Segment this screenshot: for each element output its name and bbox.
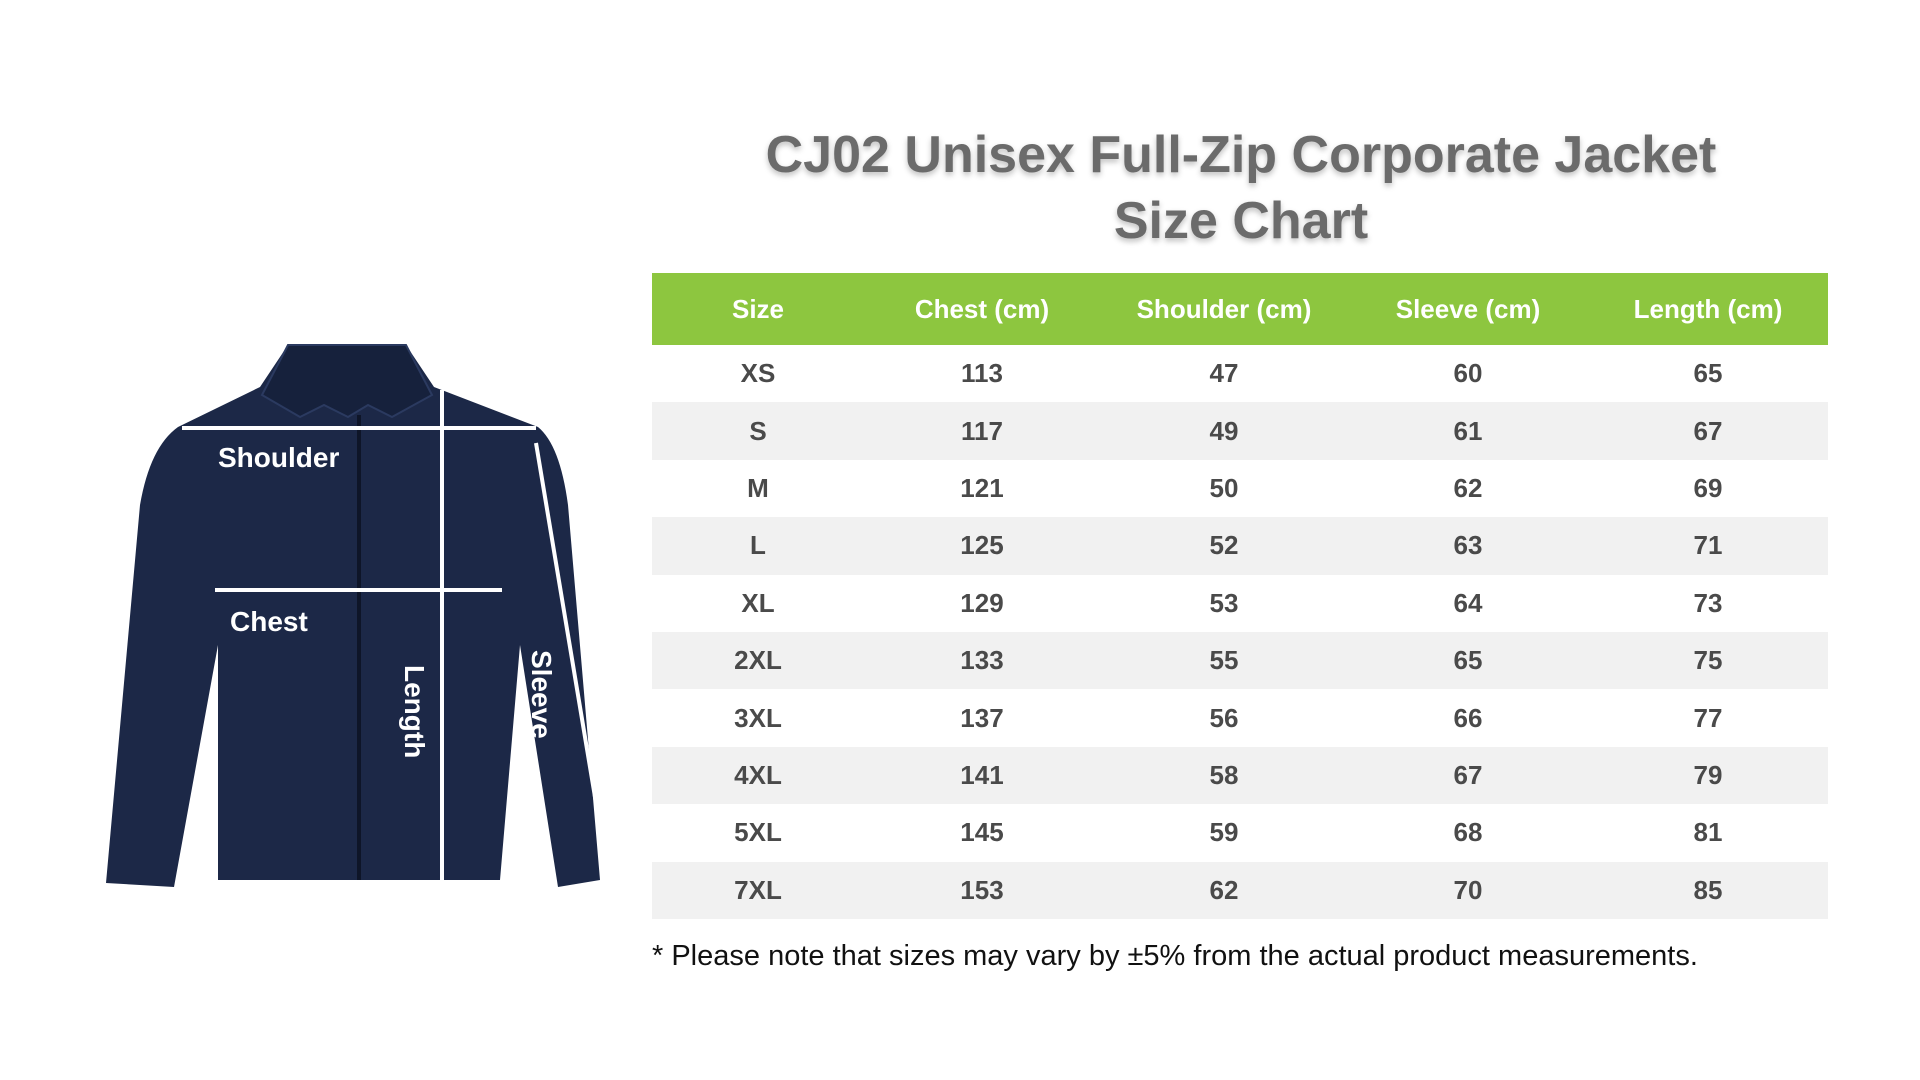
column-header-chest: Chest (cm)	[864, 273, 1100, 345]
measurement-note: * Please note that sizes may vary by ±5%…	[652, 940, 1698, 972]
shoulder-cell: 52	[1100, 517, 1348, 575]
size-cell: L	[652, 517, 864, 575]
shoulder-cell: 50	[1100, 459, 1348, 518]
shoulder-cell: 62	[1100, 861, 1348, 919]
table-row: XL 129 53 64 73	[652, 574, 1828, 632]
shoulder-cell: 58	[1100, 746, 1348, 805]
length-cell: 71	[1588, 517, 1828, 575]
table-row: XS 113 47 60 65	[652, 345, 1828, 403]
column-header-shoulder: Shoulder (cm)	[1100, 273, 1348, 345]
shoulder-cell: 53	[1100, 574, 1348, 632]
sleeve-measure-line	[534, 442, 610, 876]
chest-cell: 137	[864, 689, 1100, 747]
length-cell: 65	[1588, 345, 1828, 403]
size-cell: 2XL	[652, 631, 864, 690]
length-cell: 81	[1588, 804, 1828, 862]
length-cell: 85	[1588, 861, 1828, 919]
jacket-measurement-diagram: Shoulder Chest Length Sleeve	[100, 335, 620, 895]
table-row: 5XL 145 59 68 81	[652, 804, 1828, 862]
jacket-icon	[106, 345, 600, 887]
size-cell: M	[652, 459, 864, 518]
title-line-1: CJ02 Unisex Full-Zip Corporate Jacket	[765, 126, 1717, 184]
sleeve-cell: 68	[1348, 804, 1588, 862]
length-cell: 75	[1588, 631, 1828, 690]
length-label: Length	[399, 665, 430, 758]
shoulder-cell: 47	[1100, 345, 1348, 403]
table-row: L 125 52 63 71	[652, 517, 1828, 575]
sleeve-cell: 62	[1348, 459, 1588, 518]
length-cell: 69	[1588, 459, 1828, 518]
length-cell: 77	[1588, 689, 1828, 747]
sleeve-cell: 63	[1348, 517, 1588, 575]
table-row: 2XL 133 55 65 75	[652, 631, 1828, 690]
collar-icon	[260, 344, 434, 419]
page-title: CJ02 Unisex Full-Zip Corporate Jacket Si…	[650, 122, 1832, 254]
size-cell: XL	[652, 574, 864, 632]
shoulder-label: Shoulder	[218, 442, 339, 473]
shoulder-cell: 49	[1100, 402, 1348, 460]
table-row: 3XL 137 56 66 77	[652, 689, 1828, 747]
chest-cell: 113	[864, 345, 1100, 403]
shoulder-cell: 56	[1100, 689, 1348, 747]
shoulder-cell: 59	[1100, 804, 1348, 862]
length-cell: 73	[1588, 574, 1828, 632]
size-cell: 5XL	[652, 804, 864, 862]
table-row: 7XL 153 62 70 85	[652, 861, 1828, 919]
sleeve-cell: 70	[1348, 861, 1588, 919]
sleeve-label: Sleeve	[526, 650, 557, 739]
column-header-sleeve: Sleeve (cm)	[1348, 273, 1588, 345]
chest-cell: 121	[864, 459, 1100, 518]
table-header-row: Size Chest (cm) Shoulder (cm) Sleeve (cm…	[652, 273, 1828, 345]
length-cell: 67	[1588, 402, 1828, 460]
size-cell: XS	[652, 345, 864, 403]
size-cell: 4XL	[652, 746, 864, 805]
table-row: S 117 49 61 67	[652, 402, 1828, 460]
title-line-2: Size Chart	[1113, 192, 1369, 250]
chest-cell: 145	[864, 804, 1100, 862]
table-row: M 121 50 62 69	[652, 459, 1828, 518]
sleeve-cell: 65	[1348, 631, 1588, 690]
size-chart-table: Size Chest (cm) Shoulder (cm) Sleeve (cm…	[652, 273, 1828, 919]
size-cell: 7XL	[652, 861, 864, 919]
sleeve-cell: 66	[1348, 689, 1588, 747]
shoulder-cell: 55	[1100, 631, 1348, 690]
chest-cell: 117	[864, 402, 1100, 460]
chest-cell: 133	[864, 631, 1100, 690]
table-row: 4XL 141 58 67 79	[652, 746, 1828, 805]
sleeve-cell: 64	[1348, 574, 1588, 632]
length-cell: 79	[1588, 746, 1828, 805]
chest-cell: 129	[864, 574, 1100, 632]
chest-cell: 125	[864, 517, 1100, 575]
column-header-length: Length (cm)	[1588, 273, 1828, 345]
column-header-size: Size	[652, 273, 864, 345]
size-cell: 3XL	[652, 689, 864, 747]
sleeve-cell: 67	[1348, 746, 1588, 805]
size-cell: S	[652, 402, 864, 460]
sleeve-cell: 61	[1348, 402, 1588, 460]
chest-label: Chest	[230, 606, 308, 637]
chest-cell: 141	[864, 746, 1100, 805]
chest-cell: 153	[864, 861, 1100, 919]
sleeve-cell: 60	[1348, 345, 1588, 403]
